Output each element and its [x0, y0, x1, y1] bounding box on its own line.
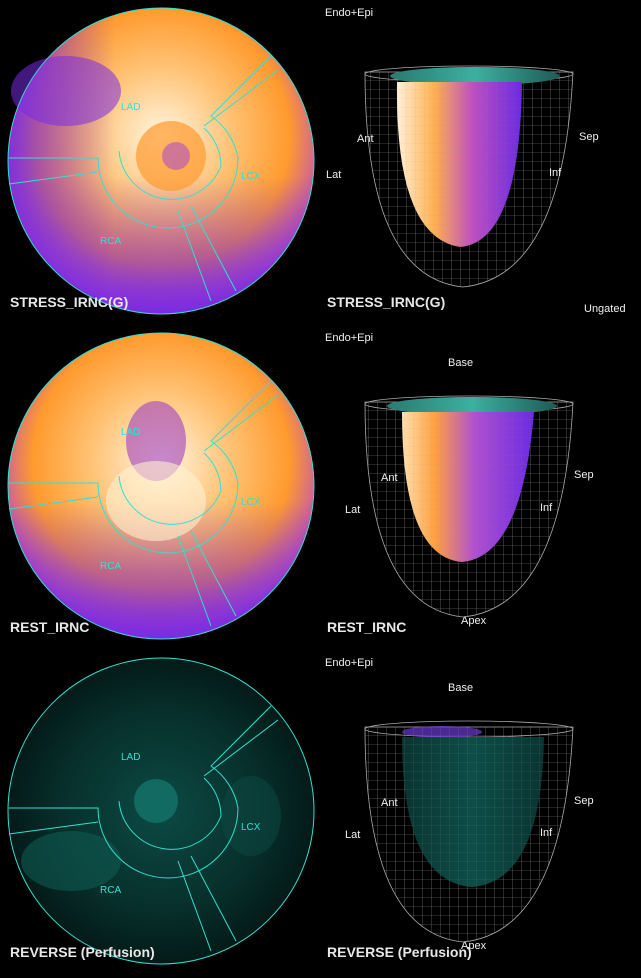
rest-3d-heart: [364, 395, 574, 618]
stress-orient-ant: Ant: [357, 133, 374, 145]
stress-orient-sep: Sep: [579, 131, 599, 143]
rest-3d-title: REST_IRNC: [327, 619, 407, 635]
stress-label-lad: LAD: [121, 102, 141, 113]
reverse-apex-label: Apex: [461, 940, 487, 952]
reverse-label-lcx: LCX: [241, 822, 261, 833]
stress-label-lcx: LCX: [241, 171, 261, 182]
rest-polar-map: [7, 332, 315, 640]
reverse-orient-inf: Inf: [540, 827, 553, 839]
rest-label-lcx: LCX: [241, 497, 261, 508]
reverse-label-rca: RCA: [100, 885, 122, 896]
rest-label-lad: LAD: [121, 427, 141, 438]
reverse-territory-outline: [7, 657, 315, 965]
stress-3d-title: STRESS_IRNC(G): [327, 294, 446, 310]
rest-polar-title: REST_IRNC: [10, 619, 90, 635]
stress-label-rca: RCA: [100, 236, 122, 247]
rest-header: Endo+Epi: [325, 332, 374, 344]
reverse-base-label: Base: [448, 682, 474, 694]
stress-status: Ungated: [584, 303, 626, 315]
rest-orient-inf: Inf: [540, 502, 553, 514]
rest-territory-outline: [7, 332, 315, 640]
stress-orient-lat: Lat: [326, 169, 342, 181]
rest-orient-sep: Sep: [574, 469, 594, 481]
reverse-orient-sep: Sep: [574, 795, 594, 807]
rest-base-label: Base: [448, 357, 474, 369]
reverse-label-lad: LAD: [121, 752, 141, 763]
reverse-3d-heart: [364, 720, 574, 943]
reverse-header: Endo+Epi: [325, 657, 374, 669]
rest-orient-ant: Ant: [381, 472, 398, 484]
stress-header: Endo+Epi: [325, 7, 374, 19]
stress-polar-map: [7, 7, 315, 315]
reverse-3d-title: REVERSE (Perfusion): [327, 944, 472, 960]
rest-label-rca: RCA: [100, 561, 122, 572]
stress-polar-title: STRESS_IRNC(G): [10, 294, 129, 310]
stress-3d-heart: [364, 65, 574, 288]
reverse-orient-ant: Ant: [381, 797, 398, 809]
reverse-polar-map: [7, 657, 315, 965]
stress-territory-outline: [7, 7, 315, 315]
rest-apex-label: Apex: [461, 615, 487, 627]
stress-orient-inf: Inf: [549, 167, 562, 179]
reverse-orient-lat: Lat: [345, 829, 361, 841]
reverse-polar-title: REVERSE (Perfusion): [10, 944, 155, 960]
rest-orient-lat: Lat: [345, 504, 361, 516]
